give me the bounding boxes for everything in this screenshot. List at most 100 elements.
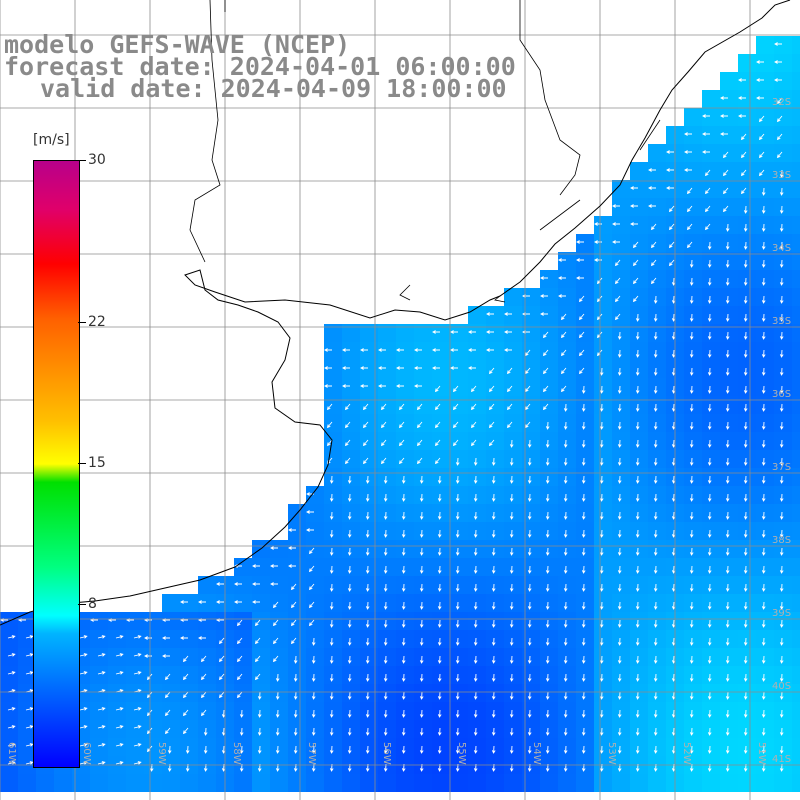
- wind-speed-cell: [378, 666, 396, 684]
- wind-arrow: [707, 583, 712, 592]
- wind-speed-cell: [720, 270, 738, 288]
- wind-speed-cell: [432, 702, 450, 720]
- wind-arrow: [365, 673, 370, 682]
- wind-speed-cell: [162, 684, 180, 702]
- wind-arrow: [468, 348, 476, 352]
- wind-speed-cell: [648, 648, 666, 666]
- wind-speed-cell: [414, 378, 432, 396]
- wind-arrow: [380, 403, 387, 411]
- wind-speed-cell: [738, 90, 756, 108]
- wind-arrow: [617, 529, 622, 538]
- wind-arrow: [527, 709, 532, 718]
- wind-arrow: [164, 727, 171, 735]
- wind-speed-cell: [630, 702, 648, 720]
- wind-arrow: [401, 511, 406, 520]
- wind-speed-cell: [684, 198, 702, 216]
- wind-arrow: [347, 691, 352, 700]
- wind-arrow: [722, 205, 729, 213]
- wind-arrow: [432, 366, 440, 370]
- wind-speed-cell: [234, 612, 252, 630]
- wind-arrow: [162, 636, 170, 640]
- wind-arrow: [344, 403, 351, 411]
- wind-arrow: [290, 601, 297, 609]
- wind-arrow: [437, 745, 442, 754]
- wind-arrow: [437, 511, 442, 520]
- wind-arrow: [725, 277, 730, 286]
- wind-speed-cell: [432, 396, 450, 414]
- wind-speed-cell: [504, 414, 522, 432]
- wind-arrow: [383, 583, 388, 592]
- longitude-label: 59W: [156, 742, 167, 765]
- wind-arrow: [617, 511, 622, 520]
- wind-speed-cell: [180, 666, 198, 684]
- longitude-label: 55W: [456, 742, 467, 765]
- wind-speed-cell: [576, 468, 594, 486]
- wind-arrow: [509, 511, 514, 520]
- wind-arrow: [383, 511, 388, 520]
- wind-arrow: [509, 439, 514, 448]
- wind-speed-cell: [486, 306, 504, 324]
- wind-arrow: [198, 636, 206, 640]
- wind-arrow: [599, 691, 604, 700]
- wind-arrow: [347, 673, 352, 682]
- wind-arrow: [473, 691, 478, 700]
- wind-speed-cell: [198, 594, 216, 612]
- wind-arrow: [434, 385, 441, 393]
- wind-arrow: [185, 745, 190, 754]
- wind-speed-cell: [756, 198, 774, 216]
- wind-arrow: [563, 655, 568, 664]
- wind-speed-cell: [756, 360, 774, 378]
- wind-speed-cell: [504, 576, 522, 594]
- wind-arrow: [743, 349, 748, 358]
- wind-arrow: [545, 673, 550, 682]
- wind-speed-cell: [360, 558, 378, 576]
- wind-speed-cell: [414, 558, 432, 576]
- wind-arrow: [653, 295, 658, 304]
- wind-arrow: [383, 565, 388, 574]
- wind-arrow: [347, 709, 352, 718]
- wind-arrow: [434, 457, 441, 465]
- wind-speed-cell: [720, 666, 738, 684]
- wind-arrow: [599, 367, 604, 376]
- wind-arrow: [774, 60, 782, 64]
- wind-speed-cell: [792, 216, 800, 234]
- wind-speed-cell: [558, 648, 576, 666]
- wind-speed-cell: [324, 414, 342, 432]
- wind-speed-cell: [180, 702, 198, 720]
- wind-arrow: [365, 529, 370, 538]
- wind-arrow: [635, 349, 640, 358]
- wind-speed-cell: [594, 504, 612, 522]
- wind-arrow: [326, 421, 333, 429]
- wind-speed-cell: [774, 54, 792, 72]
- wind-speed-cell: [720, 702, 738, 720]
- wind-arrow: [743, 583, 748, 592]
- wind-speed-cell: [324, 396, 342, 414]
- wind-speed-cell: [432, 774, 450, 792]
- wind-speed-cell: [396, 612, 414, 630]
- wind-arrow: [560, 331, 567, 339]
- wind-arrow: [506, 367, 513, 375]
- wind-arrow: [689, 619, 694, 628]
- wind-arrow: [653, 619, 658, 628]
- wind-arrow: [473, 673, 478, 682]
- wind-speed-cell: [306, 576, 324, 594]
- wind-speed-cell: [792, 684, 800, 702]
- wind-arrow: [758, 115, 765, 123]
- wind-arrow: [635, 367, 640, 376]
- wind-speed-cell: [162, 720, 180, 738]
- wind-arrow: [668, 223, 675, 231]
- wind-arrow: [725, 457, 730, 466]
- wind-arrow: [437, 547, 442, 556]
- wind-speed-cell: [378, 774, 396, 792]
- wind-arrow: [761, 691, 766, 700]
- wind-arrow: [578, 331, 585, 339]
- wind-speed-cell: [504, 396, 522, 414]
- wind-speed-cell: [576, 522, 594, 540]
- wind-speed-cell: [288, 648, 306, 666]
- wind-arrow: [743, 637, 748, 646]
- longitude-label: 61W: [6, 742, 17, 765]
- wind-arrow: [455, 637, 460, 646]
- wind-speed-cell: [738, 414, 756, 432]
- wind-arrow: [635, 655, 640, 664]
- wind-speed-cell: [90, 774, 108, 792]
